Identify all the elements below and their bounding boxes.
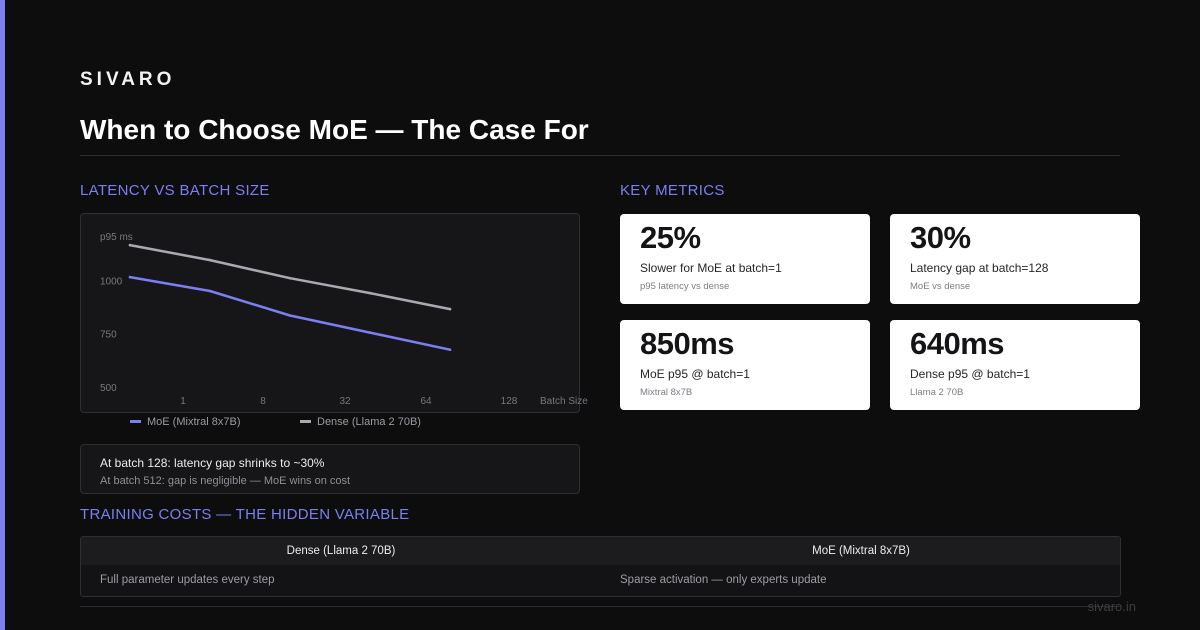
metric-value: 850ms — [640, 326, 735, 361]
legend-item-dense: Dense (Llama 2 70B) — [300, 416, 421, 428]
title-divider — [80, 155, 1120, 156]
data-point — [368, 291, 372, 295]
metric-sub: Mixtral 8x7B — [640, 387, 693, 398]
metric-label: Latency gap at batch=128 — [910, 261, 1049, 275]
insight-note-main: At batch 128: latency gap shrinks to ~30… — [100, 456, 325, 470]
table-cell-moe: Sparse activation — only experts update — [620, 574, 827, 586]
x-tick-label: 32 — [339, 396, 351, 407]
metric-card: 30% Latency gap at batch=128 MoE vs dens… — [890, 214, 1140, 304]
table-header-moe: MoE (Mixtral 8x7B) — [601, 537, 1120, 565]
latency-section-label: LATENCY VS BATCH SIZE — [80, 182, 270, 199]
table-header-dense: Dense (Llama 2 70B) — [81, 537, 601, 565]
training-section-label: TRAINING COSTS — THE HIDDEN VARIABLE — [80, 506, 410, 523]
legend-item-moe: MoE (Mixtral 8x7B) — [130, 416, 241, 428]
legend-swatch-moe — [130, 419, 141, 423]
metric-label: Dense p95 @ batch=1 — [910, 367, 1030, 381]
data-point — [448, 348, 452, 351]
metric-card: 850ms MoE p95 @ batch=1 Mixtral 8x7B — [620, 320, 870, 410]
metric-label: Slower for MoE at batch=1 — [640, 261, 782, 275]
metric-card: 25% Slower for MoE at batch=1 p95 latenc… — [620, 214, 870, 304]
brand-logo: SIVARO — [80, 69, 176, 90]
x-tick-label: 64 — [420, 396, 432, 407]
insight-note-sub: At batch 512: gap is negligible — MoE wi… — [100, 475, 351, 487]
metric-sub: Llama 2 70B — [910, 387, 964, 398]
metrics-section-label: KEY METRICS — [620, 182, 725, 199]
footer-divider — [80, 606, 1120, 607]
x-tick-label: 1 — [180, 396, 186, 407]
legend-label-moe: MoE (Mixtral 8x7B) — [147, 416, 241, 428]
metric-sub: p95 latency vs dense — [640, 281, 730, 292]
metric-value: 640ms — [910, 326, 1005, 361]
data-point — [288, 276, 292, 280]
data-point — [288, 314, 292, 317]
data-point — [368, 331, 372, 334]
page-title: When to Choose MoE — The Case For — [80, 114, 589, 145]
data-point — [128, 275, 132, 279]
footer-url: sivaro.in — [1087, 599, 1136, 614]
metric-value: 30% — [910, 220, 971, 255]
latency-chart-panel — [80, 213, 580, 413]
legend-label-dense: Dense (Llama 2 70B) — [317, 416, 421, 428]
metric-label: MoE p95 @ batch=1 — [640, 367, 750, 381]
legend-swatch-dense — [300, 419, 311, 423]
training-cost-table: Dense (Llama 2 70B) MoE (Mixtral 8x7B) F… — [80, 536, 1121, 597]
data-point — [208, 289, 212, 293]
y-tick-label: 1000 — [100, 276, 123, 287]
y-axis-label: p95 ms — [100, 232, 133, 243]
metric-card: 640ms Dense p95 @ batch=1 Llama 2 70B — [890, 320, 1140, 410]
metric-sub: MoE vs dense — [910, 281, 971, 292]
data-point — [208, 258, 212, 262]
data-point — [448, 307, 452, 311]
table-cell-dense: Full parameter updates every step — [100, 574, 275, 586]
x-tick-label: 8 — [260, 396, 266, 407]
x-tick-label: 128 — [501, 396, 518, 407]
accent-bar — [0, 0, 5, 630]
metric-value: 25% — [640, 220, 701, 255]
series-line-moe — [128, 275, 452, 351]
x-axis-label: Batch Size — [540, 396, 588, 407]
latency-chart: p95 ms 1000 750 500 1 8 32 64 128 Batch Size — [100, 232, 588, 407]
y-tick-label: 500 — [100, 383, 117, 394]
insight-note: At batch 128: latency gap shrinks to ~30… — [80, 444, 580, 494]
data-point — [128, 243, 132, 247]
y-tick-label: 750 — [100, 330, 117, 341]
